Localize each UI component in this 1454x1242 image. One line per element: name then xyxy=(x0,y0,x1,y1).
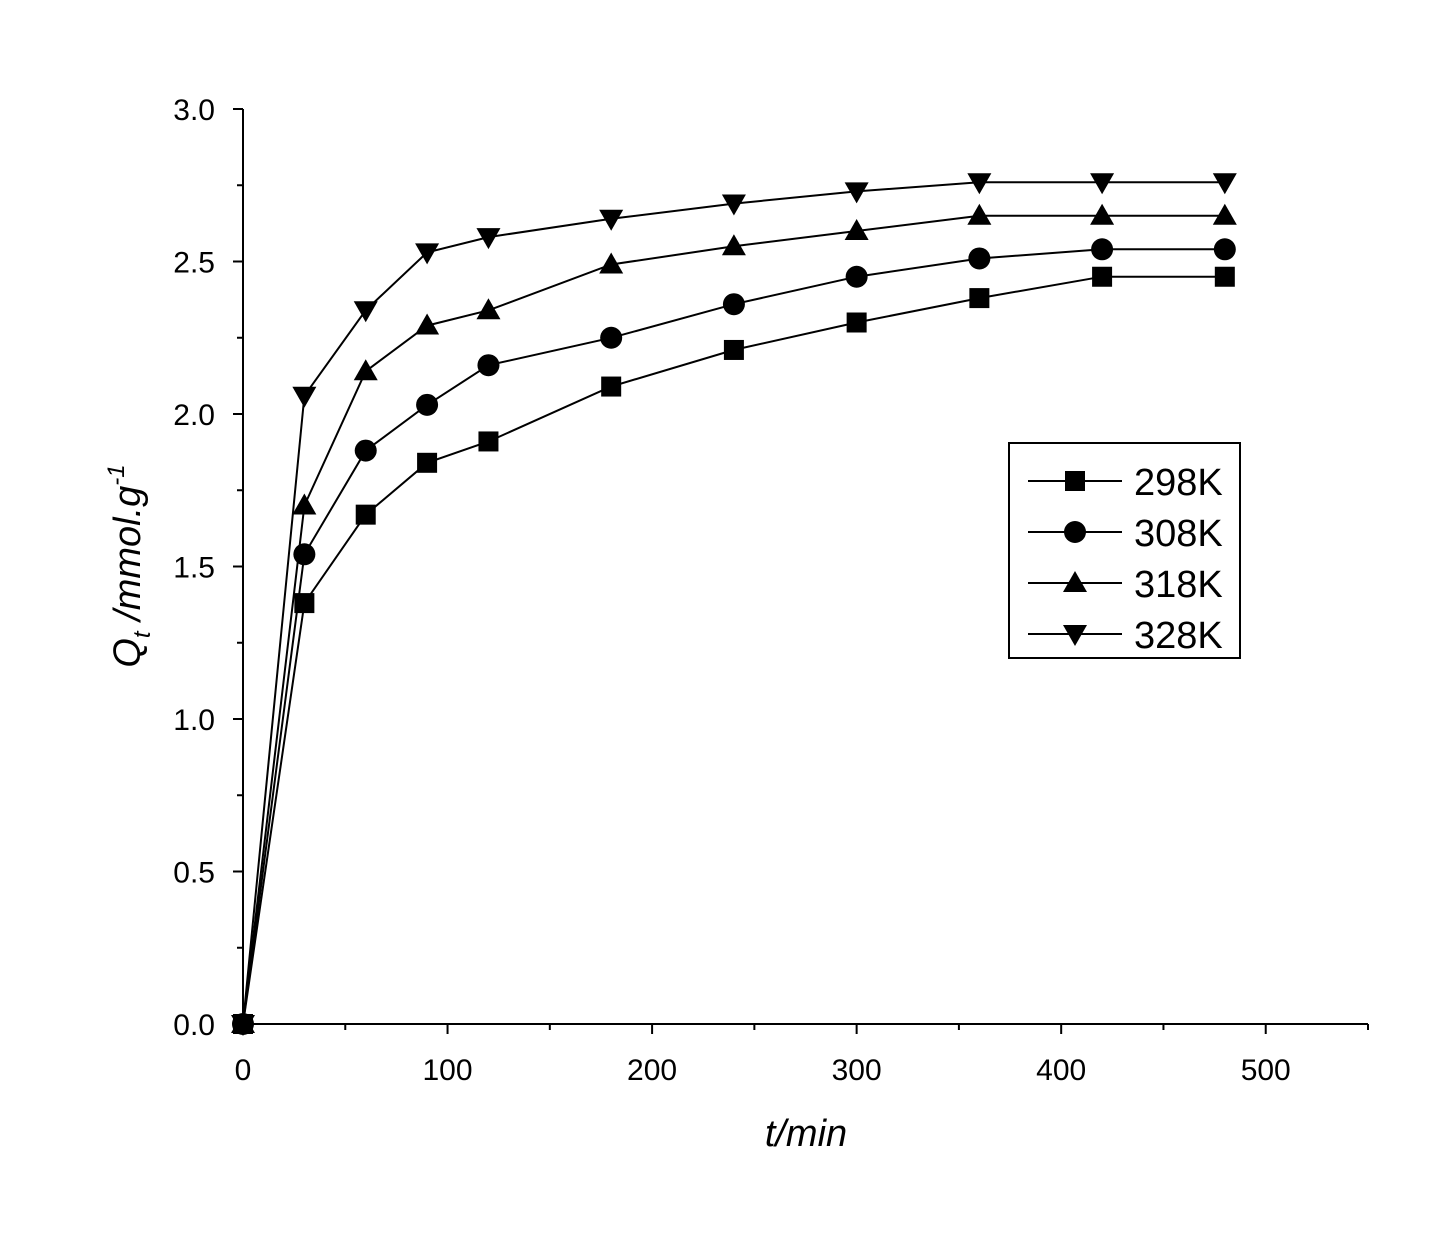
y-axis-title-sup: -1 xyxy=(103,464,130,485)
data-point-328K xyxy=(1090,173,1115,195)
data-point-308K xyxy=(354,439,377,462)
y-tick-label: 3.0 xyxy=(173,94,215,127)
data-point-318K xyxy=(844,219,869,240)
data-point-328K xyxy=(292,386,317,408)
data-point-318K xyxy=(476,298,501,320)
data-point-318K xyxy=(1212,203,1237,225)
legend-label-318K: 318K xyxy=(1134,564,1223,606)
x-tick-label: 100 xyxy=(423,1054,473,1087)
y-axis-title-rest: /mmol.g xyxy=(107,486,149,632)
x-tick-label: 0 xyxy=(235,1054,252,1087)
legend-marker-298K xyxy=(1065,471,1085,491)
data-point-308K xyxy=(600,326,623,349)
data-point-318K xyxy=(721,234,746,256)
data-point-308K xyxy=(1213,238,1236,261)
data-point-298K xyxy=(478,431,499,452)
svg-text:Qt /mmol.g-1: Qt /mmol.g-1 xyxy=(103,464,156,667)
data-point-308K xyxy=(968,247,991,270)
data-point-318K xyxy=(967,203,992,225)
data-point-318K xyxy=(292,493,317,515)
data-point-308K xyxy=(477,354,500,377)
legend-box xyxy=(1008,442,1241,659)
legend-marker-308K xyxy=(1064,521,1086,543)
data-point-328K xyxy=(844,182,869,204)
x-axis-title: t/min xyxy=(765,1113,847,1155)
data-point-308K xyxy=(1091,238,1114,261)
data-point-318K xyxy=(1090,203,1115,225)
y-tick-label: 1.0 xyxy=(173,704,215,737)
data-point-318K xyxy=(599,252,624,274)
data-point-328K xyxy=(599,209,624,231)
y-axis-title: Qt /mmol.g-1 xyxy=(103,464,156,667)
y-tick-label: 2.0 xyxy=(173,399,215,432)
data-point-328K xyxy=(476,228,501,250)
data-point-328K xyxy=(353,301,378,323)
y-axis-title-sub: t xyxy=(129,630,156,638)
x-tick-label: 500 xyxy=(1241,1054,1291,1087)
legend: 298K 308K 318K 328K xyxy=(1008,442,1241,659)
data-point-298K xyxy=(723,339,744,360)
data-point-298K xyxy=(846,312,867,333)
data-point-298K xyxy=(355,504,376,525)
x-tick-label: 300 xyxy=(832,1054,882,1087)
data-point-298K xyxy=(969,288,990,309)
legend-label-328K: 328K xyxy=(1134,615,1223,657)
legend-label-308K: 308K xyxy=(1134,513,1223,555)
x-tick-label: 200 xyxy=(627,1054,677,1087)
data-point-318K xyxy=(353,359,378,381)
y-tick-label: 1.5 xyxy=(173,552,215,585)
x-tick-label: 400 xyxy=(1036,1054,1086,1087)
data-point-298K xyxy=(1214,266,1235,287)
series-markers xyxy=(231,173,1237,1036)
data-point-308K xyxy=(845,265,868,288)
data-point-308K xyxy=(293,543,316,566)
y-tick-label: 0.5 xyxy=(173,857,215,890)
data-point-328K xyxy=(231,1015,255,1036)
data-point-318K xyxy=(415,313,440,335)
data-point-298K xyxy=(294,593,315,614)
ticks: 0 100 200 300 400 500 0.0 0.5 1.0 1.5 2.0 2.5 3.0 xyxy=(173,94,1369,1087)
data-point-298K xyxy=(1092,266,1113,287)
data-point-298K xyxy=(417,452,438,473)
data-point-308K xyxy=(416,393,439,416)
y-tick-label: 2.5 xyxy=(173,247,215,280)
legend-label-298K: 298K xyxy=(1134,462,1223,504)
data-point-298K xyxy=(601,376,622,397)
data-point-328K xyxy=(967,173,992,195)
legend-marker-328K xyxy=(1063,625,1087,646)
data-point-328K xyxy=(1212,173,1237,195)
data-point-308K xyxy=(722,293,745,316)
data-point-328K xyxy=(721,194,746,216)
y-axis-title-main: Q xyxy=(107,638,149,668)
y-tick-label: 0.0 xyxy=(173,1009,215,1042)
legend-marker-318K xyxy=(1063,571,1087,592)
data-point-328K xyxy=(415,243,440,265)
